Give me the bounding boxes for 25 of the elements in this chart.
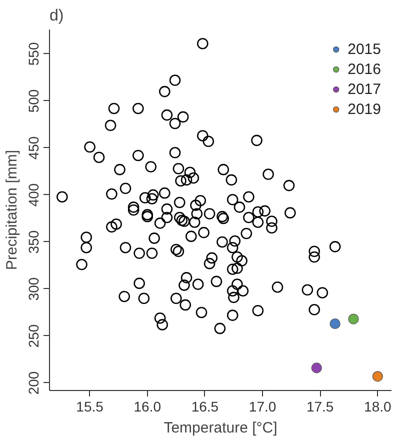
x-tick-label: 16.5 <box>191 398 219 414</box>
point <box>348 314 359 324</box>
x-tick-label: 18.0 <box>364 398 392 414</box>
y-tick-label: 350 <box>26 230 42 254</box>
y-tick-label: 200 <box>26 371 42 395</box>
y-axis-title: Precipitation [mm] <box>4 150 20 270</box>
chart-title: d) <box>50 8 64 24</box>
y-tick-label: 550 <box>26 42 42 66</box>
point <box>372 371 383 382</box>
x-tick-label: 17.5 <box>306 398 334 414</box>
legend-label: 2019 <box>348 100 381 118</box>
legend-label: 2016 <box>348 60 381 78</box>
legend-label: 2017 <box>348 80 381 98</box>
legend-label: 2015 <box>348 40 381 58</box>
y-tick-label: 400 <box>26 183 42 207</box>
x-tick-label: 15.5 <box>76 398 104 414</box>
point <box>311 362 322 374</box>
point <box>330 318 340 330</box>
y-tick-label: 500 <box>26 89 42 113</box>
y-tick-label: 300 <box>26 277 42 301</box>
x-tick-label: 16.0 <box>134 398 162 414</box>
y-tick-label: 450 <box>26 136 42 160</box>
x-axis-title: Temperature [°C] <box>164 420 278 436</box>
y-tick-label: 250 <box>26 324 42 348</box>
x-tick-label: 17.0 <box>248 398 276 414</box>
